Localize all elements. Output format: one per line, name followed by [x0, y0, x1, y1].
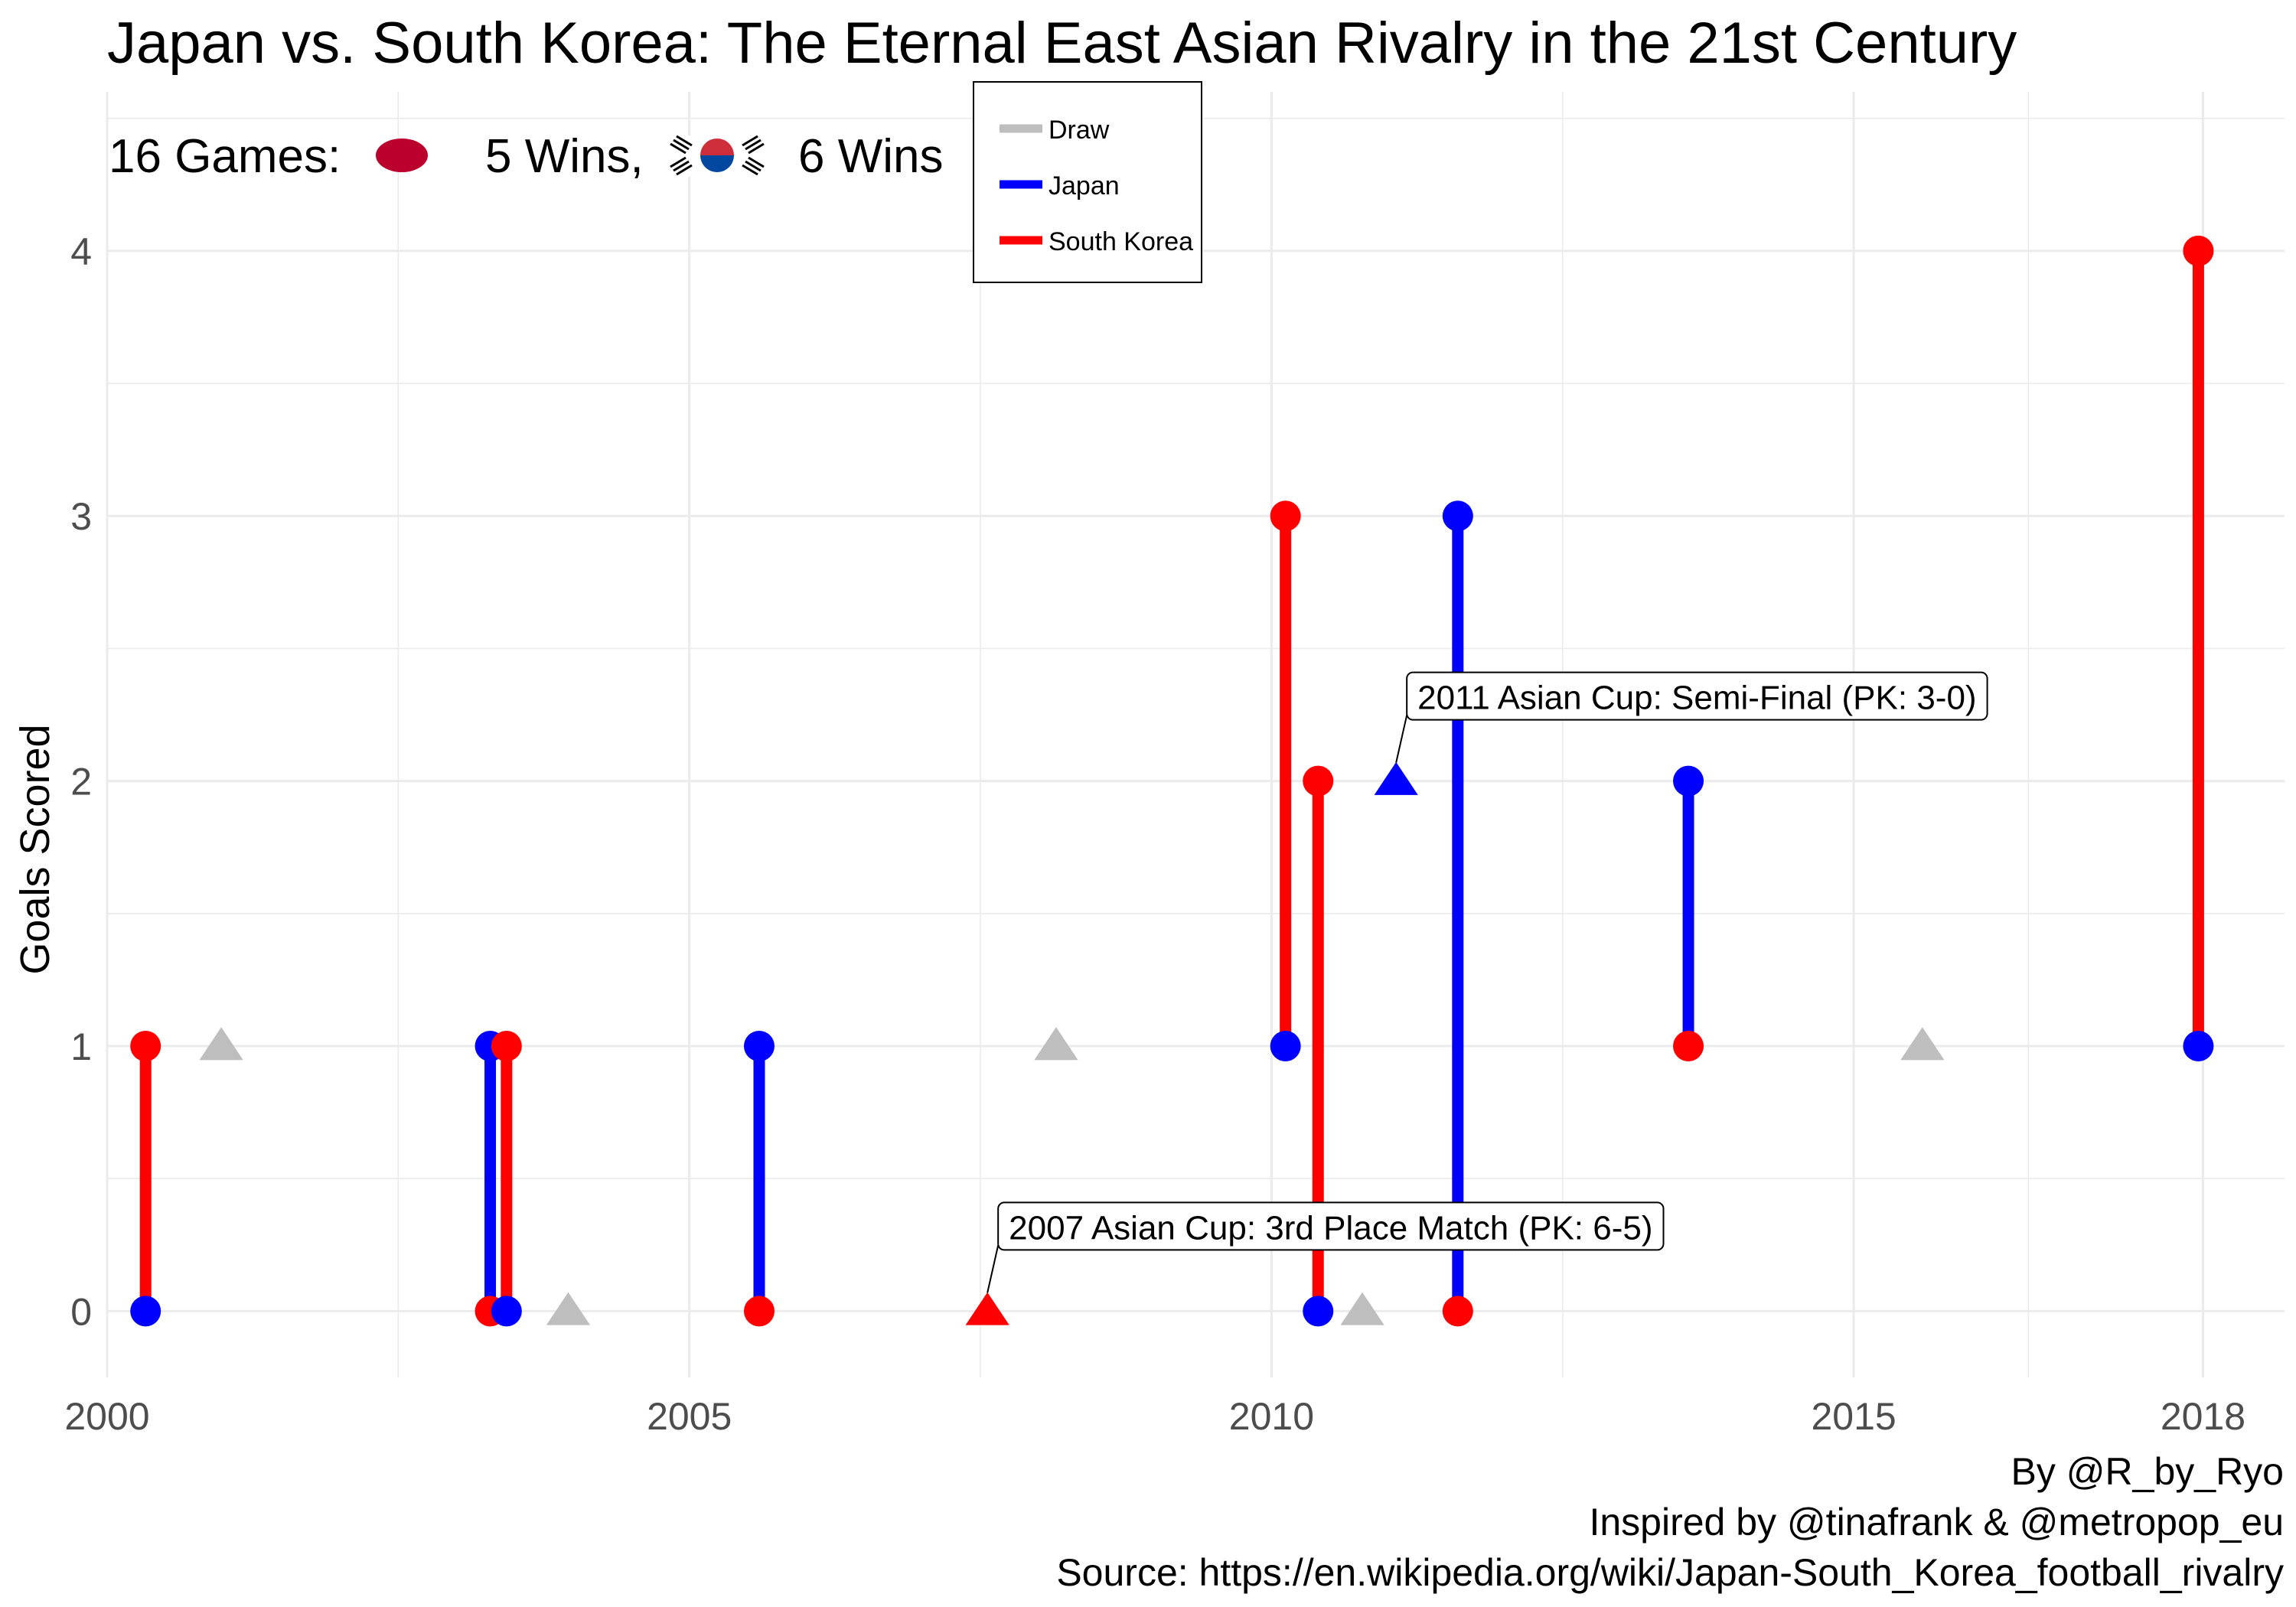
- annotations: 2007 Asian Cup: 3rd Place Match (PK: 6-5…: [987, 671, 1988, 1293]
- japan-score-point: [2183, 1031, 2214, 1062]
- chart-title: Japan vs. South Korea: The Eternal East …: [107, 11, 2017, 76]
- caption-line-2: Inspired by @tinafrank & @metropop_eu: [1589, 1501, 2284, 1543]
- y-tick-label: 4: [70, 230, 92, 273]
- annotation-box: [997, 1201, 1665, 1251]
- legend-label: Japan: [1049, 171, 1120, 200]
- korea-score-point: [1303, 765, 1334, 797]
- y-tick-label: 0: [70, 1290, 92, 1333]
- japan-score-point: [130, 1296, 161, 1327]
- annotation-label: 2011 Asian Cup: Semi-Final (PK: 3-0): [1417, 680, 1976, 717]
- x-tick-label: 2000: [64, 1395, 149, 1438]
- caption: By @R_by_Ryo Inspired by @tinafrank & @m…: [1056, 1450, 2284, 1594]
- match-points: [130, 235, 2214, 1327]
- korea-score-point: [491, 1031, 522, 1062]
- japan-score-point: [1270, 1031, 1301, 1062]
- draw-marker: [199, 1027, 243, 1061]
- korea-score-point: [130, 1031, 161, 1062]
- annotation-leader: [1395, 715, 1408, 763]
- annotation-leader: [987, 1245, 1000, 1293]
- annotation-label: 2007 Asian Cup: 3rd Place Match (PK: 6-5…: [1009, 1209, 1652, 1247]
- korea-score-point: [2183, 235, 2214, 266]
- x-tick-label: 2010: [1229, 1395, 1314, 1438]
- japan-score-point: [743, 1031, 775, 1062]
- caption-line-3: Source: https://en.wikipedia.org/wiki/Ja…: [1056, 1551, 2284, 1594]
- japan-score-point: [1673, 765, 1704, 797]
- draw-marker: [546, 1292, 591, 1325]
- x-tick-label: 2015: [1811, 1395, 1896, 1438]
- axes: 0 1 2 3 4 2000 2005 2010 2015 2018: [64, 230, 2245, 1438]
- y-tick-label: 2: [70, 761, 92, 804]
- y-tick-label: 3: [70, 495, 92, 538]
- korea-flag-icon: [670, 135, 765, 177]
- summary-korea-wins: 6 Wins: [798, 130, 943, 183]
- summary-japan-wins: 5 Wins,: [485, 130, 644, 183]
- y-tick-label: 1: [70, 1025, 92, 1068]
- caption-line-1: By @R_by_Ryo: [2011, 1450, 2284, 1493]
- japan-score-point: [1442, 500, 1473, 532]
- korea-score-point: [1673, 1031, 1704, 1062]
- korea-score-point: [743, 1296, 775, 1327]
- japan-score-point: [1303, 1296, 1334, 1327]
- draw-marker: [965, 1292, 1009, 1325]
- legend-label: South Korea: [1049, 227, 1193, 256]
- x-tick-label: 2005: [647, 1395, 732, 1438]
- draw-marker: [1374, 761, 1418, 795]
- legend-label: Draw: [1049, 116, 1110, 145]
- y-axis-title: Goals Scored: [12, 724, 58, 974]
- draw-marker: [1900, 1027, 1945, 1061]
- grid: [106, 92, 2285, 1377]
- draw-marker: [1340, 1292, 1384, 1325]
- japan-flag-icon: [376, 139, 428, 172]
- legend: Draw Japan South Korea: [973, 81, 1202, 283]
- japan-score-point: [491, 1296, 522, 1327]
- annotation-box: [1406, 671, 1988, 721]
- korea-score-point: [1270, 500, 1301, 532]
- korea-score-point: [1442, 1296, 1473, 1327]
- draw-marker: [1034, 1027, 1078, 1061]
- summary-games: 16 Games:: [109, 130, 341, 183]
- summary: 16 Games: 5 Wins, 6 Wi: [109, 130, 943, 183]
- x-tick-label: 2018: [2161, 1395, 2245, 1438]
